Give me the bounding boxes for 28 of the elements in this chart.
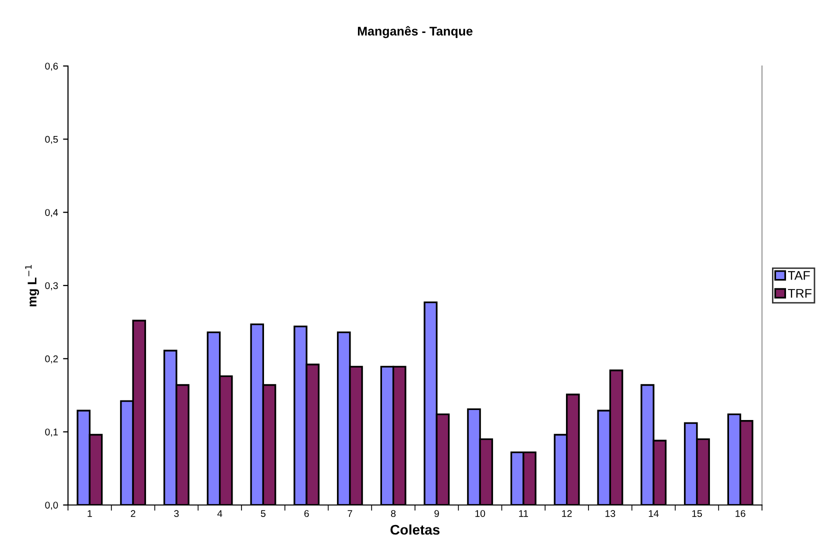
x-tick-label: 8 xyxy=(391,510,396,517)
y-tick-label: 0,0 xyxy=(45,502,58,510)
x-tick-label: 7 xyxy=(348,510,352,517)
chart-title: Manganês - Tanque xyxy=(358,26,472,38)
y-tick-label: 0,4 xyxy=(45,209,58,218)
y-tick-label: 0,1 xyxy=(45,428,58,437)
y-axis-title: mg L$^{−1}$ xyxy=(25,265,40,306)
x-tick-label: 2 xyxy=(130,510,136,517)
x-tick-label: 15 xyxy=(692,510,702,517)
x-tick-label: 11 xyxy=(519,510,528,517)
legend-label: TRF xyxy=(788,289,812,298)
x-tick-label: 13 xyxy=(606,510,616,517)
y-tick-label: 0,6 xyxy=(45,62,58,71)
x-axis-title: Coletas xyxy=(390,524,440,535)
legend-label: TAF xyxy=(788,271,810,280)
y-tick-label: 0,3 xyxy=(45,282,58,290)
x-tick-label: 14 xyxy=(648,510,659,517)
x-tick-label: 10 xyxy=(475,510,486,517)
x-tick-label: 6 xyxy=(304,510,309,517)
x-tick-label: 12 xyxy=(562,510,572,517)
x-tick-label: 1 xyxy=(88,510,92,517)
x-tick-label: 4 xyxy=(217,510,222,517)
x-tick-label: 16 xyxy=(736,510,746,517)
y-tick-label: 0,2 xyxy=(45,355,58,364)
x-tick-label: 9 xyxy=(434,510,439,517)
x-tick-label: 5 xyxy=(260,510,266,517)
x-tick-label: 3 xyxy=(174,510,179,517)
y-tick-label: 0,5 xyxy=(45,136,58,144)
